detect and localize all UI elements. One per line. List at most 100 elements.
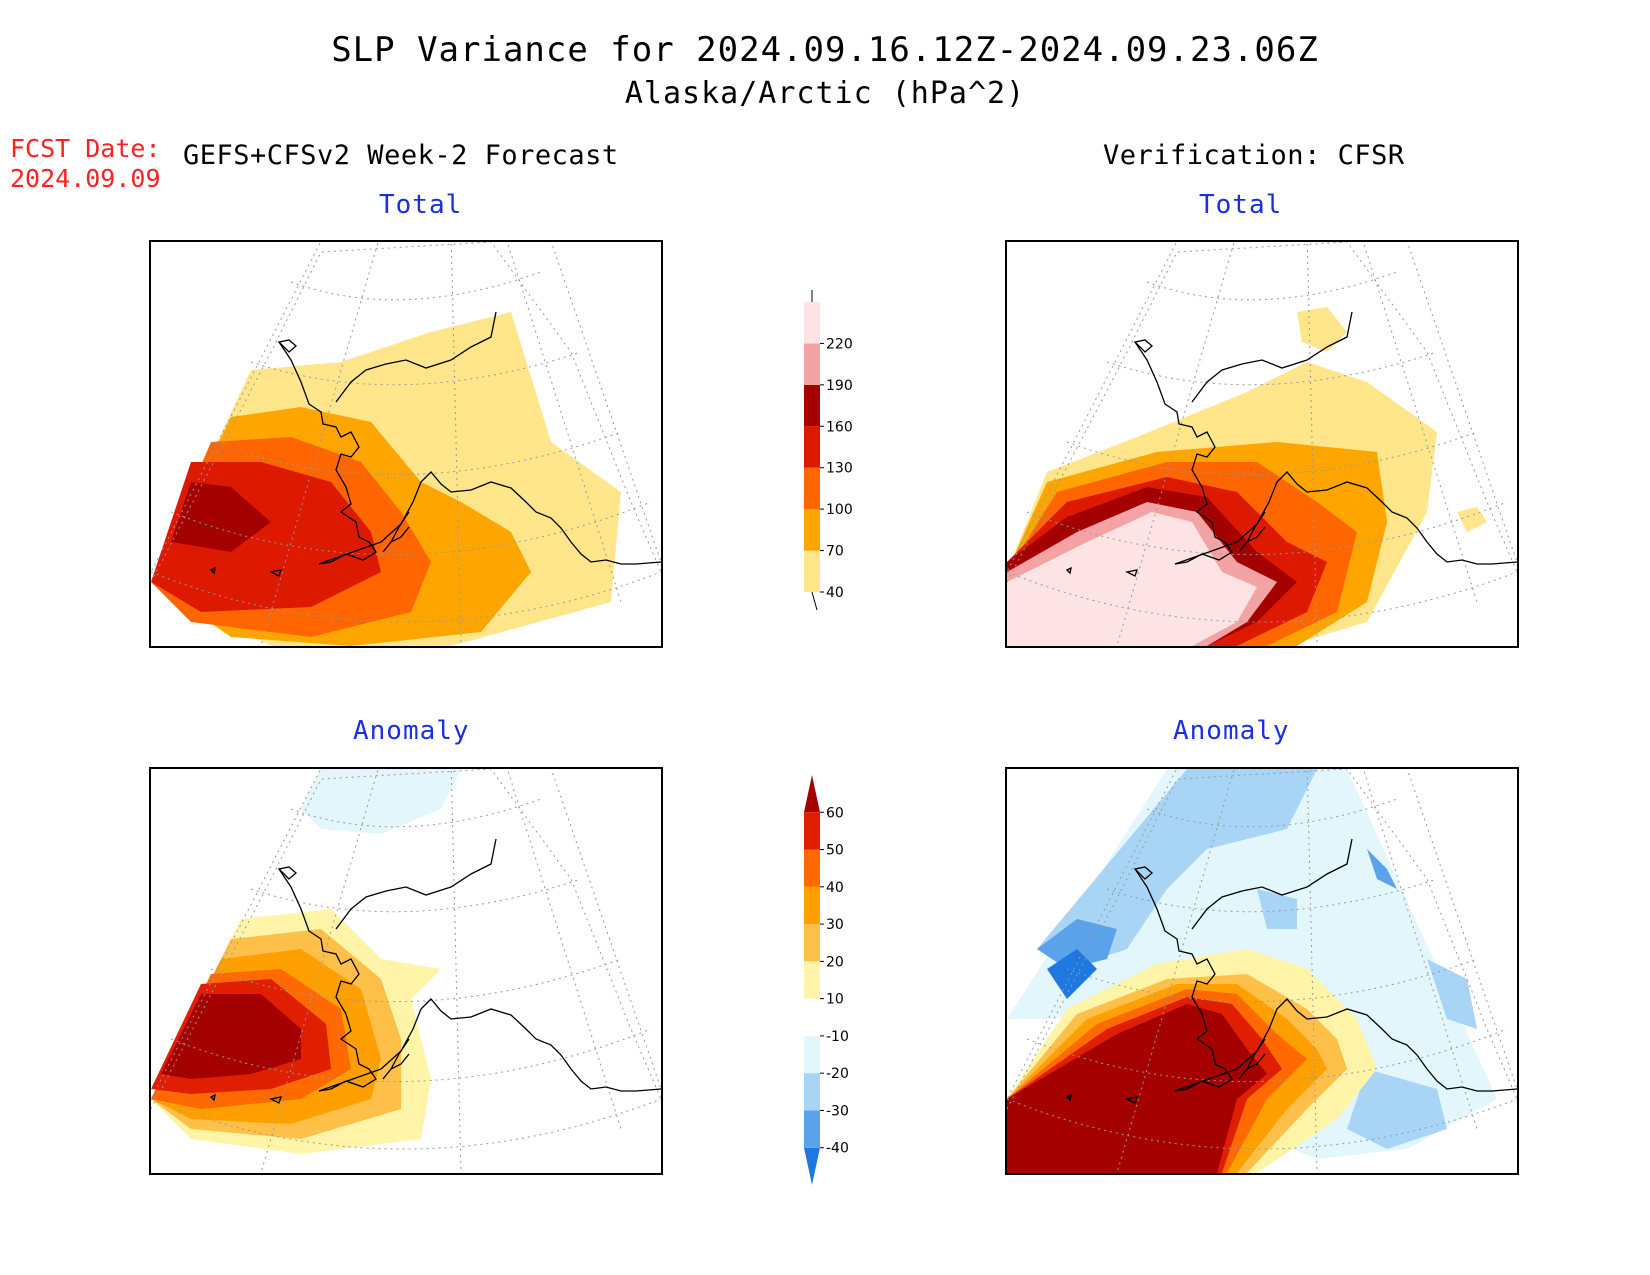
parallel-line	[170, 501, 652, 556]
kenai-peninsula	[382, 1038, 410, 1080]
parallel-line	[290, 271, 542, 301]
kenai-peninsula	[1238, 511, 1266, 553]
colorbar-swatch	[804, 384, 820, 427]
alaska-west-coast	[278, 868, 377, 1092]
coastline	[209, 838, 661, 1104]
colorbar-total-svg: 40 70 100 130 160 190 220	[804, 290, 853, 611]
colorbar-tick-label: 160	[826, 419, 853, 435]
island	[1133, 866, 1153, 880]
colorbar-tick-label: 10	[826, 992, 844, 1008]
colorbar-swatch	[804, 550, 820, 592]
a60-region	[161, 994, 301, 1079]
colorbar-swatch	[804, 961, 820, 999]
meridian-line	[450, 769, 462, 1173]
meridian-line	[506, 242, 622, 603]
alaska-west-coast	[278, 341, 377, 565]
colorbar-swatch	[804, 775, 820, 813]
verification-total-svg	[1007, 242, 1517, 646]
parallel-line	[1007, 1098, 1517, 1150]
a60-region	[1007, 1004, 1267, 1173]
latlon-grid	[1007, 769, 1517, 1173]
colorbar-tick-label: 50	[826, 843, 844, 859]
parallel-line	[1026, 501, 1508, 556]
a-m10-region	[301, 769, 461, 834]
island	[277, 339, 297, 353]
colorbar-tick-label: -30	[826, 1103, 849, 1119]
island-tiny	[1065, 566, 1072, 575]
kenai-peninsula	[1238, 1038, 1266, 1080]
colorbar-tick-label: 220	[826, 336, 853, 352]
meridian-line	[1406, 242, 1517, 563]
colorbar-swatch	[804, 343, 820, 385]
parallel-line	[1066, 431, 1478, 476]
meridian-line	[550, 242, 661, 563]
colorbar-total: 40 70 100 130 160 190 220	[796, 282, 856, 612]
verification-anomaly-map	[1005, 767, 1519, 1175]
a-m20-region	[1037, 769, 1477, 1149]
domain-boundary	[1007, 769, 1517, 1110]
alaska-north-coast	[1191, 311, 1353, 403]
island-small	[1125, 1096, 1138, 1104]
alaska-west-coast	[1134, 868, 1233, 1092]
colorbar-anomaly: -40 -30 -20 -10 10 20 30 40 50 60	[796, 755, 856, 1205]
alaska-west-coast	[1134, 341, 1233, 565]
parallel-line	[151, 571, 661, 623]
a-m30-region	[1037, 849, 1397, 969]
verification-total-title: Total	[1199, 190, 1283, 220]
forecast-column-title: GEFS+CFSv2 Week-2 Forecast	[183, 140, 619, 171]
colorbar-tick-label: -40	[826, 1141, 849, 1157]
alaska-south-coast	[1174, 471, 1517, 565]
colorbar-tick-label: 100	[826, 502, 853, 518]
coastline	[209, 311, 661, 577]
chart-title: SLP Variance for 2024.09.16.12Z-2024.09.…	[331, 30, 1319, 70]
forecast-anomaly-title: Anomaly	[353, 716, 470, 746]
parallel-line	[1007, 571, 1517, 623]
colorbar-tick-label: 20	[826, 954, 844, 970]
colorbar-swatch	[804, 1147, 820, 1185]
domain-boundary	[151, 769, 661, 1110]
island-tiny	[1065, 1093, 1072, 1102]
colorbar-swatch	[804, 1110, 820, 1148]
alaska-north-coast	[1191, 838, 1353, 930]
alaska-south-coast	[318, 998, 661, 1092]
forecast-anomaly-svg	[151, 769, 661, 1173]
colorbar-tick-label: 40	[826, 585, 844, 601]
island-small	[1125, 569, 1138, 577]
colorbar-swatch	[804, 998, 820, 1036]
verification-total-map	[1005, 240, 1519, 648]
parallel-line	[1026, 1028, 1508, 1083]
t160-region	[171, 482, 271, 552]
alaska-south-coast	[1174, 998, 1517, 1092]
fcst-date-value: 2024.09.09	[10, 164, 161, 193]
island-small	[269, 569, 282, 577]
parallel-line	[151, 1098, 661, 1150]
latlon-grid	[1007, 242, 1517, 646]
island	[277, 866, 297, 880]
meridian-line	[506, 769, 622, 1130]
colorbar-swatch	[804, 426, 820, 468]
domain-boundary	[151, 242, 661, 583]
colorbar-anomaly-svg: -40 -30 -20 -10 10 20 30 40 50 60	[804, 775, 849, 1185]
meridian-line	[1362, 769, 1478, 1130]
fcst-date-block: FCST Date: 2024.09.09	[10, 134, 161, 194]
forecast-total-title: Total	[379, 190, 463, 220]
island-tiny	[209, 1093, 216, 1102]
meridian-line	[1406, 769, 1517, 1090]
colorbar-tick-label: 60	[826, 805, 844, 821]
island-tiny	[209, 566, 216, 575]
colorbar-tick-label: 30	[826, 917, 844, 933]
forecast-total-map	[149, 240, 663, 648]
a-m40-region	[1047, 949, 1097, 999]
colorbar-swatch	[804, 302, 820, 344]
parallel-line	[210, 431, 622, 476]
colorbar-swatch	[804, 467, 820, 510]
meridian-line	[1362, 242, 1478, 603]
colorbar-swatch	[804, 886, 820, 925]
parallel-line	[1066, 958, 1478, 1003]
chart-subtitle: Alaska/Arctic (hPa^2)	[624, 76, 1026, 111]
kenai-peninsula	[382, 511, 410, 553]
colorbar-swatch	[804, 924, 820, 962]
colorbar-tick-label: -20	[826, 1066, 849, 1082]
t220-region	[1007, 512, 1257, 646]
colorbar-swatch	[804, 849, 820, 887]
